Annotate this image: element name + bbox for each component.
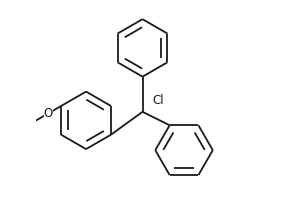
- Text: O: O: [44, 107, 53, 120]
- Text: Cl: Cl: [152, 94, 164, 107]
